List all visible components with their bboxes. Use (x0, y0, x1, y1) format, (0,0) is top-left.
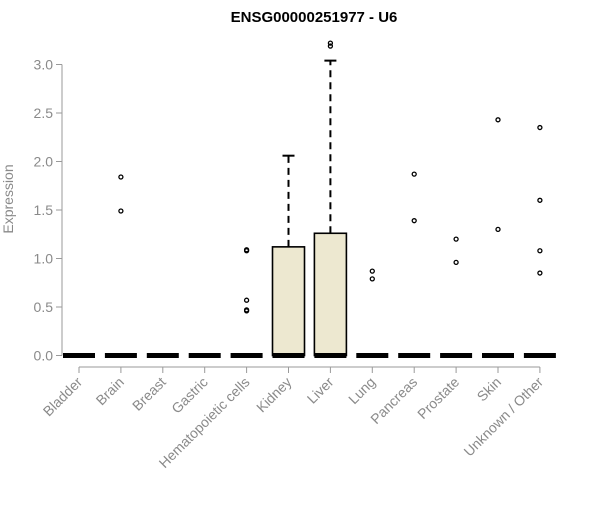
outlier-point (453, 259, 459, 266)
outlier-point (495, 117, 501, 123)
outlier-point (453, 236, 459, 242)
outlier-point (118, 208, 124, 214)
outlier-point (327, 43, 334, 49)
y-tick-label: 1.5 (34, 202, 54, 218)
y-tick-label: 2.5 (34, 105, 54, 121)
box-rect (313, 232, 348, 357)
y-tick-label: 0.0 (34, 348, 54, 364)
x-tick-label: Breast (129, 374, 169, 414)
x-tick-label: Liver (304, 374, 337, 407)
x-tick-label: Pancreas (367, 374, 420, 427)
outlier-point (369, 268, 375, 274)
y-tick-label: 2.0 (34, 154, 54, 170)
x-tick-label: Bladder (40, 374, 86, 420)
outlier-point (411, 171, 417, 177)
box-rect (271, 246, 306, 357)
outlier-point (537, 197, 543, 203)
outlier-point (327, 40, 334, 46)
y-tick-label: 0.5 (34, 299, 54, 315)
chart-title: ENSG00000251977 - U6 (231, 9, 398, 26)
x-tick-label: Brain (93, 374, 127, 408)
outlier-point (495, 226, 501, 233)
x-tick-label: Skin (474, 374, 505, 405)
outlier-point (243, 297, 250, 303)
x-tick-label: Kidney (253, 374, 295, 416)
outlier-point (537, 270, 543, 276)
outlier-point (537, 124, 543, 131)
outlier-point (243, 307, 250, 313)
x-tick-label: Unknown / Other (460, 374, 546, 460)
y-axis-label: Expression (0, 164, 16, 233)
x-tick-label: Prostate (414, 374, 462, 422)
outlier-point (243, 247, 250, 253)
outlier-point (118, 174, 124, 180)
y-tick-label: 3.0 (34, 57, 54, 73)
outlier-point (411, 218, 417, 224)
y-tick-label: 1.0 (34, 251, 54, 267)
outlier-point (537, 248, 543, 254)
x-tick-label: Lung (345, 374, 378, 407)
outlier-point (369, 276, 375, 282)
